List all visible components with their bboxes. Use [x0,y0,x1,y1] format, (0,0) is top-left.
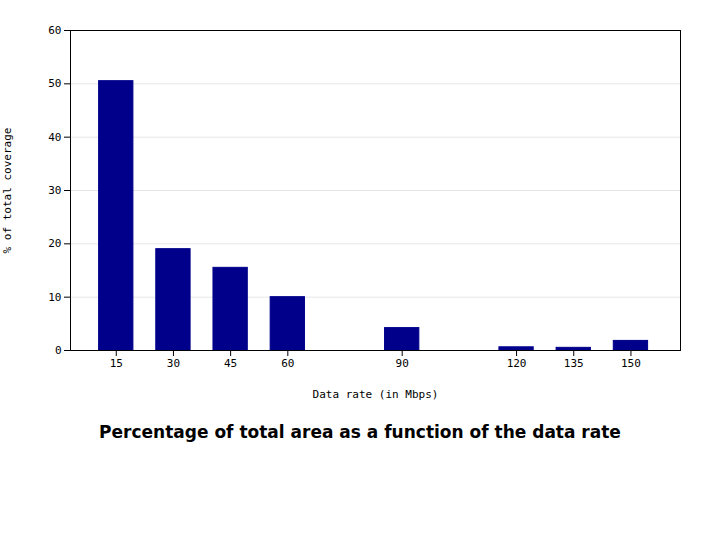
html-text:Percentage of total area as a: Percentage of total area as a function o… [99,422,621,442]
svg-text:0: 0 [55,344,62,357]
svg-text:60: 60 [281,357,294,370]
svg-text:135: 135 [564,357,584,370]
svg-text:Data rate (in Mbps): Data rate (in Mbps) [313,388,439,401]
svg-text:10: 10 [48,291,61,304]
svg-text:30: 30 [167,357,180,370]
svg-text:% of total coverage: % of total coverage [1,128,14,254]
svg-text:50: 50 [48,77,61,90]
svg-text:15: 15 [110,357,123,370]
svg-text:90: 90 [396,357,409,370]
svg-text:30: 30 [48,184,61,197]
svg-text:150: 150 [621,357,641,370]
svg-text:40: 40 [48,131,61,144]
svg-text:20: 20 [48,237,61,250]
svg-text:60: 60 [48,24,61,37]
svg-text:120: 120 [507,357,527,370]
svg-text:45: 45 [224,357,237,370]
